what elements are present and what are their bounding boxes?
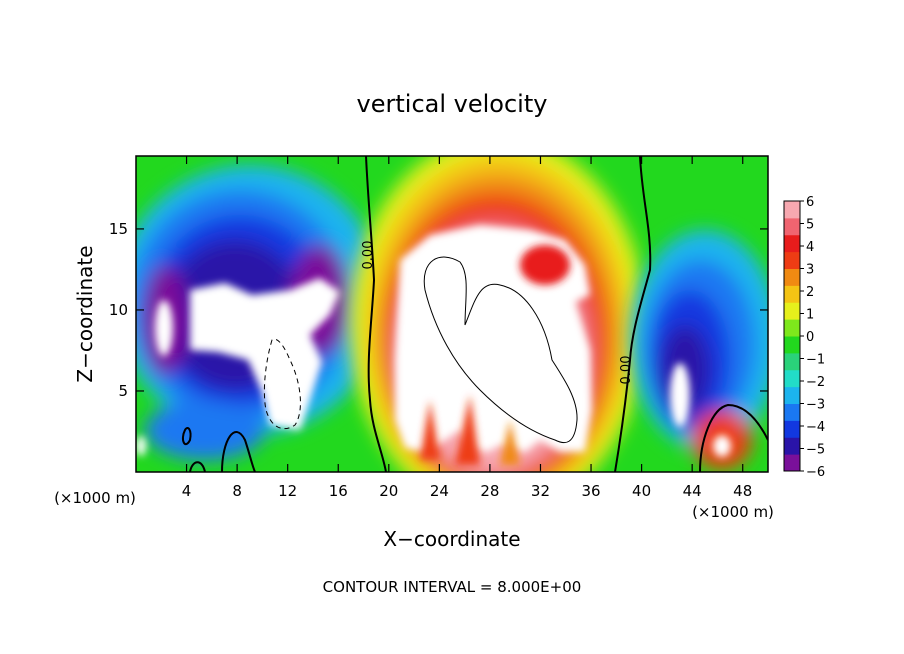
x-unit-label-right: (×1000 m)	[692, 503, 774, 521]
colorbar-swatch	[784, 285, 800, 303]
chart-title: vertical velocity	[357, 90, 548, 118]
colorbar-swatch	[784, 251, 800, 269]
x-tick-label: 32	[531, 482, 550, 500]
colorbar-swatch	[784, 336, 800, 354]
x-unit-label-left: (×1000 m)	[54, 489, 136, 507]
colorbar-label: 2	[806, 285, 814, 300]
colorbar-label: 6	[806, 195, 814, 210]
x-tick-label: 44	[683, 482, 702, 500]
x-tick-label: 20	[379, 482, 398, 500]
colorbar-swatch	[784, 234, 800, 253]
x-tick-label: 40	[632, 482, 651, 500]
colorbar-swatch	[784, 437, 800, 455]
colorbar-swatch	[784, 319, 800, 337]
colorbar-label: −2	[806, 375, 825, 390]
colorbar-label: 1	[806, 308, 814, 323]
colorbar-swatch	[784, 369, 800, 388]
colorbar-swatch	[784, 420, 800, 438]
colorbar-swatch	[784, 352, 800, 371]
y-tick-label: 5	[118, 382, 128, 400]
central-lower-streaks	[420, 245, 570, 465]
colorbar-label: −1	[806, 353, 825, 368]
x-tick-label: 24	[430, 482, 449, 500]
y-axis-ticks: 5 10 15	[109, 220, 768, 400]
left-saturated-region	[155, 278, 340, 430]
contour-label-1: 0.00	[361, 241, 376, 270]
colorbar-label: 3	[806, 263, 814, 278]
x-tick-label: 12	[278, 482, 297, 500]
contour-lines-zero	[181, 156, 768, 472]
colorbar-swatch	[784, 386, 800, 404]
colorbar-label: 5	[806, 218, 814, 233]
contour-label-2: 0.00	[619, 356, 634, 385]
colorbar-label: −5	[806, 443, 825, 458]
y-axis-label: Z−coordinate	[73, 245, 97, 382]
colorbar-label: −6	[806, 465, 825, 480]
colorbar-label: −3	[806, 398, 825, 413]
colorbar-swatch	[784, 403, 800, 421]
x-axis-ticks: 4 8 12 16 20 24 28 32 36 40 44 48	[182, 156, 752, 500]
contour-lines-saturated	[423, 256, 578, 443]
x-tick-label: 16	[329, 482, 348, 500]
colorbar-swatch	[784, 201, 800, 219]
x-tick-label: 28	[480, 482, 499, 500]
y-tick-label: 15	[109, 220, 128, 238]
contour-interval-footer: CONTOUR INTERVAL = 8.000E+00	[323, 578, 582, 596]
colorbar-swatch	[784, 302, 800, 320]
x-tick-label: 48	[733, 482, 752, 500]
colorbar-label: −4	[806, 420, 825, 435]
colorbar-swatch	[784, 454, 800, 472]
x-tick-label: 4	[182, 482, 192, 500]
contour-line-negative	[263, 338, 301, 430]
y-tick-label: 10	[109, 301, 128, 319]
velocity-field: 0.00 0.00	[136, 156, 768, 472]
colorbar: 6 5 4 3 2 1 0 −1 −2 −3 −4 −5 −6	[783, 195, 825, 480]
colorbar-swatch	[784, 217, 800, 236]
right-saturated-region	[136, 363, 731, 457]
colorbar-label: 0	[806, 330, 814, 345]
x-tick-label: 36	[581, 482, 600, 500]
colorbar-swatch	[784, 268, 800, 286]
colorbar-label: 4	[806, 240, 814, 255]
plot-frame	[135, 155, 769, 473]
x-tick-label: 8	[232, 482, 242, 500]
x-axis-label: X−coordinate	[383, 527, 520, 551]
